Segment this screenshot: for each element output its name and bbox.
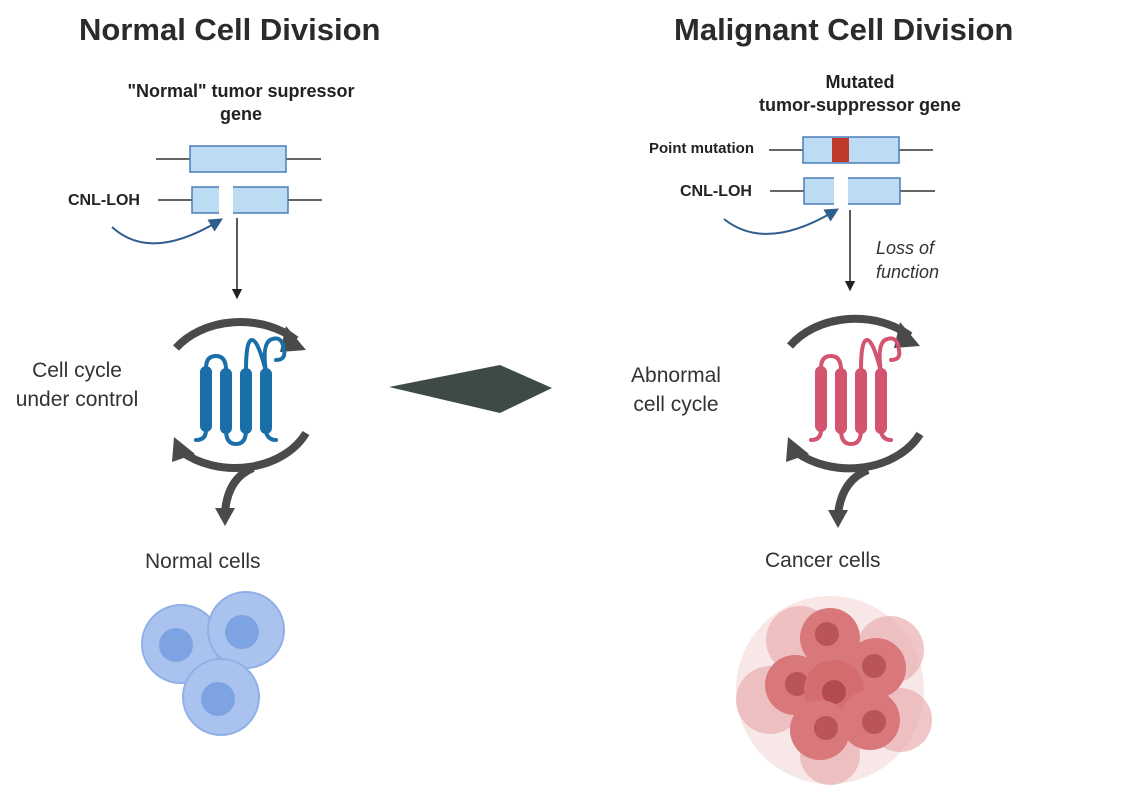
progression-arrow <box>389 365 552 413</box>
right-cnl-loh-chromosome <box>770 174 935 208</box>
left-cycle-line1: Cell cycle <box>32 359 122 382</box>
right-cnl-loh-curved-arrow <box>723 208 840 235</box>
left-cycle-label: Cell cycle under control <box>2 356 152 414</box>
left-title: Normal Cell Division <box>79 12 381 47</box>
left-cells-label: Normal cells <box>145 550 261 573</box>
left-cell-cycle-arrows <box>173 318 310 513</box>
right-cells-label: Cancer cells <box>765 549 881 572</box>
left-normal-cells <box>141 591 285 736</box>
left-normal-chromosome <box>156 145 321 173</box>
left-gene-label-line1: "Normal" tumor supressor <box>127 81 355 101</box>
right-cell-cycle-arrowheads <box>786 322 920 528</box>
left-cnl-loh-chromosome <box>158 183 322 217</box>
right-gene-label: Mutated tumor-suppressor gene <box>740 71 980 117</box>
left-gene-label: "Normal" tumor supressor gene <box>106 80 376 126</box>
left-cell-cycle-arrowheads <box>172 326 306 526</box>
right-cycle-line1: Abnormal <box>631 364 721 387</box>
right-mutated-chromosome <box>769 136 933 164</box>
left-cycle-line2: under control <box>15 388 139 411</box>
left-gene-label-line2: gene <box>219 104 262 124</box>
loss-of-function-label: Loss of function <box>876 236 939 284</box>
loss-of-function-line2: function <box>876 262 940 282</box>
right-cell-cycle-arrows <box>786 314 924 515</box>
right-cancer-cells <box>736 596 932 785</box>
right-cycle-line2: cell cycle <box>633 393 719 416</box>
loss-of-function-line1: Loss of <box>876 238 935 258</box>
right-protein-icon <box>809 336 902 447</box>
right-title: Malignant Cell Division <box>674 12 1014 47</box>
left-cnl-loh-label: CNL-LOH <box>68 192 140 209</box>
left-protein-icon <box>194 336 287 447</box>
right-cnl-loh-label: CNL-LOH <box>680 183 752 200</box>
right-gene-label-line1: Mutated <box>825 72 895 92</box>
left-cnl-loh-curved-arrow <box>111 218 224 245</box>
right-point-mutation-label: Point mutation <box>649 140 754 157</box>
right-cycle-label: Abnormal cell cycle <box>612 361 740 419</box>
right-gene-label-line2: tumor-suppressor gene <box>758 95 962 115</box>
